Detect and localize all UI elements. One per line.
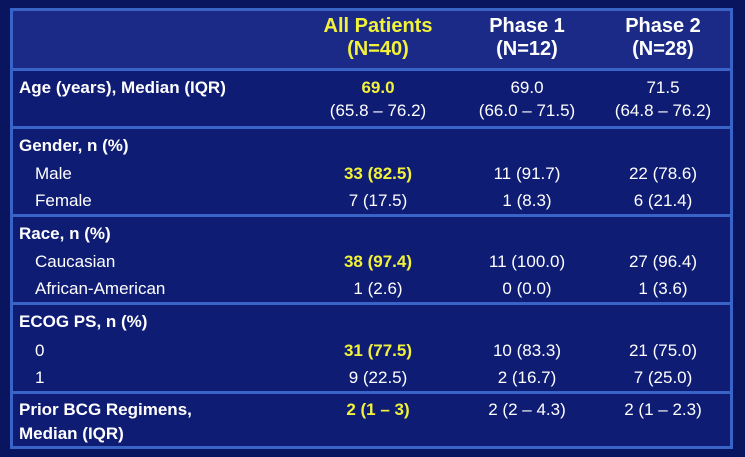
bcg-p1: 2 (2 – 4.3)	[488, 400, 566, 419]
race-section: Race, n (%) Caucasian 38 (97.4) 11 (100.…	[13, 217, 730, 305]
gender-row-name: Female	[35, 191, 92, 210]
race-label: Race, n (%)	[19, 224, 111, 243]
race-row-p1: 0 (0.0)	[502, 279, 552, 298]
ecog-section: ECOG PS, n (%) 0 31 (77.5) 10 (83.3) 21 …	[13, 305, 730, 394]
race-row-all: 1 (2.6)	[353, 279, 403, 298]
header-p1-n: (N=12)	[496, 38, 558, 60]
age-label: Age (years), Median (IQR)	[19, 78, 226, 97]
gender-label: Gender, n (%)	[19, 136, 129, 155]
bcg-label-line2: Median (IQR)	[19, 424, 124, 443]
race-row-all: 38 (97.4)	[343, 252, 413, 271]
gender-row-p1: 1 (8.3)	[502, 191, 552, 210]
race-row-p2: 27 (96.4)	[628, 252, 698, 271]
gender-row-p2: 6 (21.4)	[633, 191, 693, 210]
gender-row-p1: 11 (91.7)	[493, 164, 561, 183]
bcg-all: 2 (1 – 3)	[346, 400, 410, 419]
gender-row-p2: 22 (78.6)	[628, 164, 698, 183]
age-p2-median: 71.5	[646, 78, 680, 97]
header-phase-2: Phase 2 (N=28)	[599, 15, 727, 61]
header-p2-title: Phase 2	[625, 15, 701, 37]
ecog-row-p1: 2 (16.7)	[497, 368, 557, 387]
ecog-row-all: 9 (22.5)	[348, 368, 408, 387]
header-p1-title: Phase 1	[489, 15, 565, 37]
ecog-row-p2: 21 (75.0)	[628, 341, 698, 360]
gender-row-name: Male	[35, 164, 72, 183]
age-p1-iqr: (66.0 – 71.5)	[478, 101, 576, 120]
baseline-characteristics-table: All Patients (N=40) Phase 1 (N=12) Phase…	[10, 8, 733, 449]
race-row-p1: 11 (100.0)	[488, 252, 566, 271]
ecog-row-name: 0	[35, 341, 45, 360]
gender-section: Gender, n (%) Male 33 (82.5) 11 (91.7) 2…	[13, 129, 730, 217]
age-all-median: 69.0	[361, 78, 395, 97]
race-row-p2: 1 (3.6)	[638, 279, 688, 298]
header-all-patients: All Patients (N=40)	[298, 15, 458, 61]
ecog-row-name: 1	[35, 368, 45, 387]
age-all-iqr: (65.8 – 76.2)	[329, 101, 427, 120]
table-header: All Patients (N=40) Phase 1 (N=12) Phase…	[13, 11, 730, 71]
ecog-label: ECOG PS, n (%)	[19, 312, 148, 331]
header-p2-n: (N=28)	[632, 38, 694, 60]
gender-row-all: 33 (82.5)	[343, 164, 413, 183]
age-p1-median: 69.0	[510, 78, 544, 97]
bcg-section: Prior BCG Regimens, Median (IQR) 2 (1 – …	[13, 394, 730, 446]
ecog-row-p2: 7 (25.0)	[633, 368, 693, 387]
header-phase-1: Phase 1 (N=12)	[464, 15, 590, 61]
ecog-row-all: 31 (77.5)	[343, 341, 413, 360]
ecog-row-p1: 10 (83.3)	[492, 341, 562, 360]
gender-row-all: 7 (17.5)	[348, 191, 408, 210]
bcg-p2: 2 (1 – 2.3)	[624, 400, 702, 419]
age-p2-iqr: (64.8 – 76.2)	[614, 101, 712, 120]
age-section: Age (years), Median (IQR) 69.0 (65.8 – 7…	[13, 71, 730, 129]
header-all-n: (N=40)	[347, 38, 409, 60]
race-row-name: African-American	[35, 279, 166, 298]
race-row-name: Caucasian	[35, 252, 116, 271]
bcg-label-line1: Prior BCG Regimens,	[19, 400, 192, 419]
header-all-title: All Patients	[323, 15, 433, 37]
